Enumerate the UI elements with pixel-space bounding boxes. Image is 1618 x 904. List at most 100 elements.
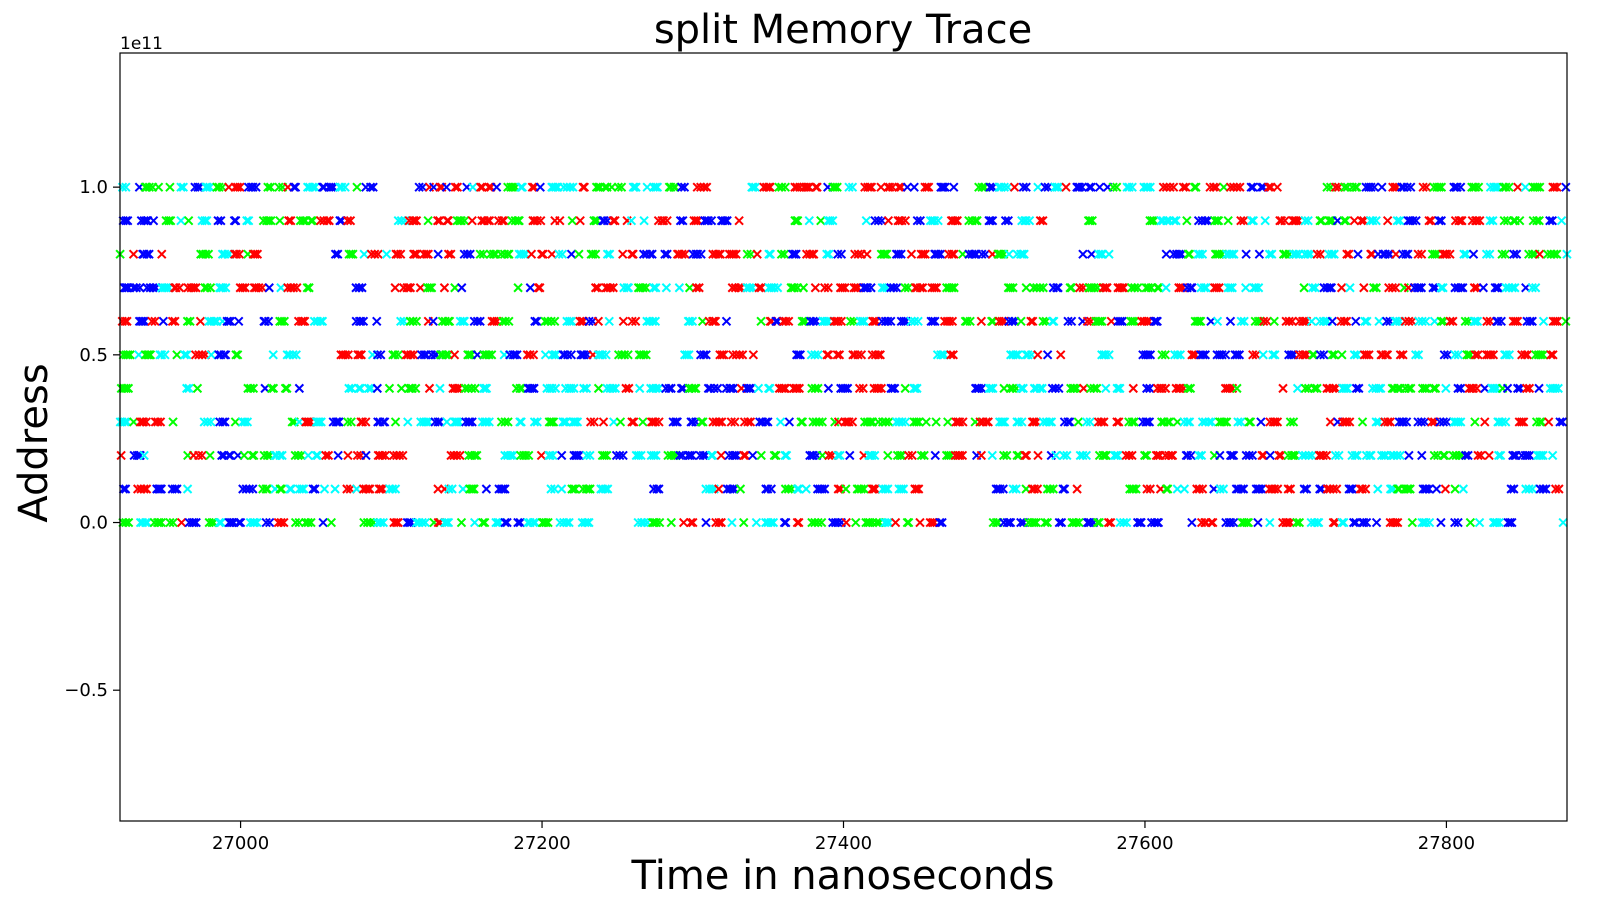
data-point [1214, 283, 1224, 293]
data-point [348, 249, 358, 259]
data-point [1099, 417, 1109, 427]
data-point [505, 450, 516, 461]
data-point [1524, 383, 1535, 394]
data-point [156, 350, 167, 360]
data-point [903, 517, 914, 528]
data-point [120, 484, 131, 494]
data-point [1469, 316, 1479, 327]
data-point [1142, 417, 1153, 427]
data-point [1379, 450, 1389, 461]
data-point [395, 249, 406, 259]
data-point [1042, 517, 1053, 528]
data-point [1016, 517, 1026, 528]
data-point [954, 417, 965, 427]
data-point [1187, 283, 1197, 293]
data-point [384, 383, 395, 394]
data-point [254, 283, 264, 293]
data-point [1114, 417, 1124, 427]
data-point [1145, 484, 1155, 494]
data-point [684, 283, 695, 293]
data-point [915, 517, 925, 528]
data-point [1262, 316, 1272, 327]
data-point [906, 316, 916, 327]
data-point [1112, 383, 1122, 394]
data-point [365, 484, 375, 494]
data-point [1004, 517, 1014, 528]
data-point [423, 249, 434, 259]
data-point [139, 215, 149, 226]
data-point [1063, 316, 1073, 327]
data-point [450, 283, 460, 293]
data-point [1357, 417, 1368, 427]
data-point [439, 283, 450, 293]
data-point [1374, 316, 1384, 327]
data-point [1282, 517, 1293, 528]
data-point [822, 350, 832, 360]
data-point [1253, 484, 1263, 494]
data-point [938, 182, 949, 192]
data-point [1424, 484, 1434, 494]
data-point [342, 417, 353, 427]
data-point [597, 350, 608, 360]
data-point [613, 182, 624, 192]
data-point [450, 182, 460, 192]
data-point [1468, 249, 1479, 259]
data-point [1371, 517, 1382, 528]
data-point [1103, 517, 1114, 528]
data-point [1493, 450, 1504, 461]
data-point [969, 249, 980, 259]
data-point [1290, 450, 1300, 461]
data-point [692, 249, 703, 259]
data-point [1393, 517, 1403, 528]
data-point [1175, 383, 1185, 394]
data-point [516, 417, 526, 427]
data-point [550, 383, 561, 394]
data-point [851, 517, 861, 528]
data-point [998, 417, 1008, 427]
data-point [1506, 484, 1516, 494]
data-point [395, 316, 406, 327]
data-point [1168, 182, 1179, 192]
data-point [591, 182, 602, 192]
data-point [1449, 182, 1459, 192]
data-point [1339, 383, 1349, 394]
data-point [1345, 417, 1355, 427]
data-point [630, 316, 641, 327]
data-point [275, 450, 285, 461]
data-point [1291, 215, 1301, 226]
data-point [798, 316, 809, 327]
data-point [686, 517, 696, 528]
data-point [970, 215, 981, 226]
data-point [392, 249, 403, 259]
scatter-points [115, 182, 1572, 528]
data-point [756, 316, 766, 327]
data-point [390, 350, 400, 360]
data-point [1507, 517, 1517, 528]
data-point [866, 182, 877, 192]
data-point [1527, 283, 1537, 293]
data-point [205, 182, 215, 192]
data-point [1331, 484, 1342, 494]
data-point [651, 450, 661, 461]
data-point [1000, 215, 1011, 226]
data-point [1217, 350, 1227, 360]
data-point [909, 316, 920, 327]
data-point [1524, 450, 1535, 461]
data-point [1455, 182, 1466, 192]
data-point [832, 182, 842, 192]
data-point [836, 249, 847, 259]
data-point [1211, 182, 1221, 192]
data-point [1373, 484, 1383, 494]
data-point [981, 417, 991, 427]
data-point [654, 417, 664, 427]
data-point [1035, 383, 1045, 394]
data-point [1305, 249, 1316, 259]
data-point [1327, 249, 1337, 259]
data-point [854, 383, 865, 394]
data-point [712, 383, 723, 394]
data-point [1248, 350, 1258, 360]
data-point [935, 249, 946, 259]
data-point [1354, 383, 1364, 394]
data-point [148, 283, 158, 293]
data-point [798, 283, 809, 293]
